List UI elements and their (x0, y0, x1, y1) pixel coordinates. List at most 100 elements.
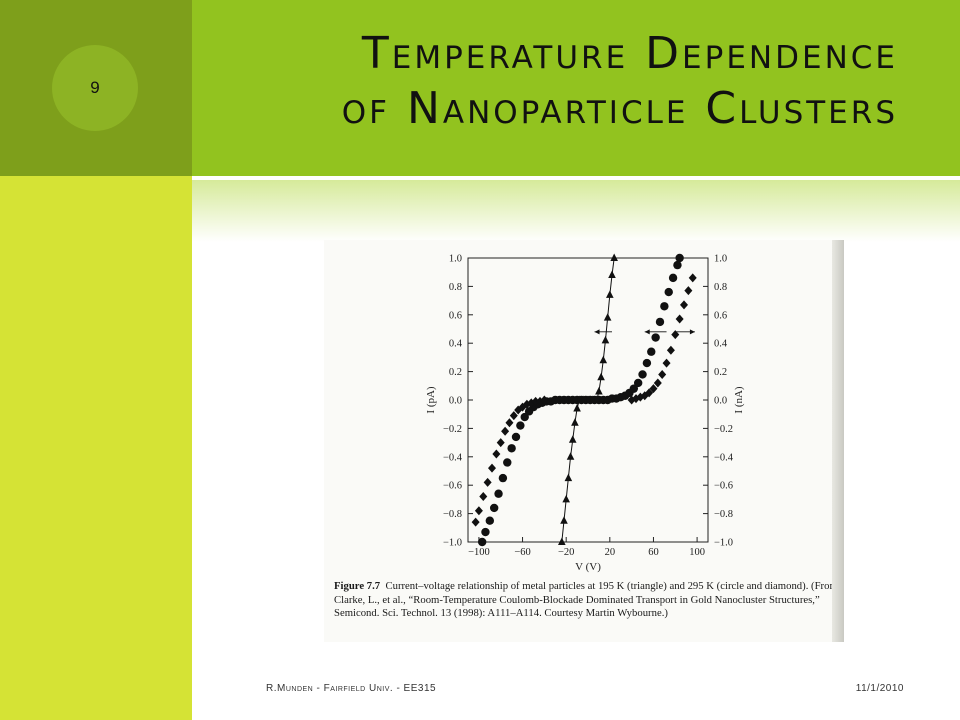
title-shadow (192, 180, 960, 242)
diamond-point (536, 396, 544, 406)
x-tick-label: −60 (514, 547, 530, 558)
circle-point (629, 384, 639, 393)
figure-image: 1.0 1.0 0.8 0.8 0.6 0.6 0.4 0.4 0.2 0.2 0.0 0.0 −0.2… (324, 240, 844, 642)
x-tick-label: 100 (689, 547, 705, 558)
circle-point (520, 412, 529, 422)
y-tick-label: 1.0 (449, 254, 462, 265)
circle-point (655, 317, 665, 327)
x-tick-label: −20 (558, 547, 574, 558)
circle-point (485, 516, 495, 525)
diamond-point (471, 517, 480, 527)
triangle-point (608, 270, 616, 279)
diamond-point (640, 391, 649, 401)
x-tick-label: 60 (648, 547, 659, 558)
y-axis-label: I (pA) (425, 386, 437, 414)
footer-date: 11/1/2010 (855, 683, 904, 694)
title-divider (192, 176, 960, 180)
y-tick-label: 0.2 (449, 367, 462, 378)
y-tick-label: 0.8 (449, 282, 462, 293)
figure-caption-label: Figure 7.7 (334, 580, 381, 592)
diamond-point (501, 426, 510, 436)
diamond-point (666, 345, 675, 355)
diamond-point (488, 463, 496, 473)
y2-tick-label: 0.6 (714, 310, 727, 321)
slide-number: 9 (90, 78, 100, 97)
circle-point (503, 458, 512, 467)
circle-point (642, 358, 652, 368)
diamond-point (662, 358, 671, 368)
circle-point (489, 503, 499, 513)
y2-tick-label: 0.2 (714, 367, 727, 378)
y-tick-label: 0.0 (449, 396, 462, 407)
circle-point (675, 253, 684, 263)
circle-point (651, 333, 660, 342)
diamond-point (474, 506, 483, 516)
circle-point (516, 421, 525, 430)
triangle-point (571, 418, 579, 426)
triangle-point (599, 355, 608, 364)
diamond-point (483, 477, 492, 487)
triangle-point (595, 386, 603, 395)
y-tick-label: 0.4 (449, 339, 463, 350)
circle-point (494, 489, 503, 498)
y-tick-label: −0.8 (443, 509, 462, 520)
circle-point (664, 287, 673, 297)
triangle-point (566, 452, 575, 460)
figure-caption: Figure 7.7 Current–voltage relationship … (334, 580, 840, 621)
arrow-left-1-head (594, 329, 600, 335)
y2-tick-label: 0.4 (714, 339, 728, 350)
circle-point (511, 432, 521, 442)
y-tick-label: −0.4 (443, 452, 463, 463)
diamond-point (540, 395, 549, 405)
circle-point (498, 473, 508, 483)
x-axis-label: V (V) (575, 561, 601, 573)
circle-point (477, 537, 487, 547)
y2-tick-label: −1.0 (714, 538, 733, 549)
y2-tick-label: 0.8 (714, 282, 727, 293)
diamond-point (675, 314, 684, 324)
triangle-point (601, 335, 610, 344)
footer-author: R.Munden - Fairfield Univ. - EE315 (266, 683, 437, 694)
triangle-point (560, 516, 568, 524)
triangle-point (606, 290, 614, 298)
circle-point (507, 444, 516, 453)
slide-title-line-2: of Nanoparticle Clusters (341, 83, 898, 134)
y2-tick-label: −0.4 (714, 452, 734, 463)
y2-tick-label: −0.2 (714, 424, 733, 435)
diamond-point (684, 286, 693, 296)
y2-tick-label: 1.0 (714, 254, 727, 265)
diamond-point (509, 411, 518, 421)
slide-title-line-1: Temperature Dependence (361, 28, 898, 79)
diamond-point (658, 369, 667, 379)
triangle-point (562, 494, 570, 503)
title-bar (192, 0, 960, 176)
diamond-point (479, 492, 488, 502)
circle-point (638, 370, 647, 379)
y2-axis-label: I (nA) (733, 386, 745, 414)
figure-caption-text: Current–voltage relationship of metal pa… (334, 580, 838, 619)
y-tick-label: −0.2 (443, 424, 462, 435)
diamond-point (649, 384, 658, 394)
triangle-point (568, 435, 577, 443)
slide-title: Temperature Dependence of Nanoparticle C… (198, 26, 898, 136)
triangle-point (558, 537, 566, 545)
triangle-point (603, 313, 612, 321)
diamond-point (518, 402, 527, 412)
x-tick-label: 20 (605, 547, 616, 558)
diamond-point (688, 273, 697, 283)
arrow-right-head (689, 329, 695, 335)
diamond-point (531, 396, 540, 406)
slide-number-circle (52, 45, 138, 131)
y-tick-label: −0.6 (443, 481, 462, 492)
diamond-point (671, 330, 680, 340)
diamond-point (680, 300, 688, 310)
arrow-left-2-head (644, 329, 650, 335)
diamond-point (505, 418, 514, 428)
diamond-point (492, 449, 501, 459)
circle-point (633, 378, 643, 388)
y-tick-label: −1.0 (443, 538, 462, 549)
diamond-point (645, 388, 654, 398)
x-tick-label: −100 (468, 547, 490, 558)
circle-point (660, 302, 669, 311)
figure-page-edge (832, 240, 844, 642)
